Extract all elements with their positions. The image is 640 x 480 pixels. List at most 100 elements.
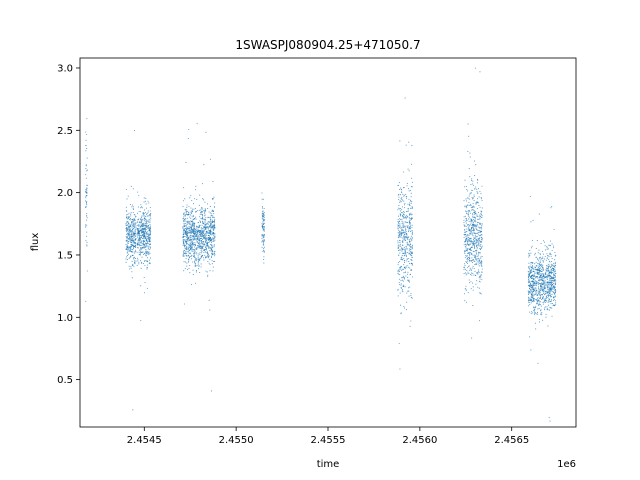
data-point — [550, 253, 552, 255]
data-point — [190, 220, 192, 222]
data-point — [411, 201, 413, 203]
data-point — [540, 301, 542, 303]
data-point — [137, 218, 139, 220]
data-point — [132, 239, 135, 241]
data-point — [548, 294, 550, 296]
data-point — [193, 236, 195, 239]
data-point — [555, 270, 557, 272]
data-point — [476, 198, 479, 200]
data-point — [465, 220, 467, 222]
data-point — [409, 231, 411, 233]
data-point — [141, 206, 143, 208]
data-point — [405, 254, 407, 256]
data-point — [201, 248, 203, 250]
data-point — [529, 270, 531, 273]
data-point — [471, 213, 474, 215]
data-point — [528, 292, 530, 294]
data-point — [405, 271, 407, 273]
data-point — [476, 228, 478, 230]
data-point — [398, 224, 400, 226]
data-point — [186, 214, 188, 216]
data-point — [190, 229, 192, 231]
data-point — [540, 287, 542, 289]
data-point — [199, 224, 201, 226]
data-point — [186, 229, 188, 231]
data-point — [143, 225, 145, 227]
data-point — [472, 259, 475, 261]
data-point — [263, 207, 265, 210]
data-point — [139, 225, 141, 227]
data-point — [532, 295, 534, 297]
data-point — [528, 284, 530, 286]
data-point — [539, 264, 541, 266]
data-point — [143, 253, 145, 255]
data-point — [477, 271, 479, 274]
data-point — [476, 240, 478, 242]
data-point — [470, 207, 472, 209]
data-point — [553, 271, 555, 273]
data-point — [188, 228, 190, 230]
data-point — [190, 255, 192, 257]
data-point — [464, 287, 466, 290]
data-point — [213, 240, 215, 242]
data-point — [480, 198, 482, 200]
data-point — [192, 214, 194, 216]
data-point — [189, 255, 191, 257]
data-point — [193, 226, 195, 228]
data-point — [142, 230, 144, 232]
data-point — [470, 251, 472, 254]
data-point — [468, 258, 470, 260]
data-point — [184, 267, 186, 270]
data-point — [539, 258, 541, 260]
data-point — [549, 282, 551, 284]
data-point — [212, 181, 214, 183]
data-point — [531, 300, 533, 302]
data-point — [142, 251, 144, 253]
data-point — [477, 240, 480, 242]
data-point — [398, 196, 400, 198]
data-point — [210, 239, 212, 241]
data-point — [477, 202, 479, 204]
data-point — [263, 227, 265, 229]
data-point — [473, 217, 476, 219]
data-point — [481, 265, 483, 267]
data-point — [465, 219, 467, 221]
data-point — [186, 249, 188, 251]
data-point — [545, 286, 547, 288]
data-point — [476, 182, 478, 184]
data-point — [401, 290, 403, 292]
data-point — [183, 244, 185, 246]
data-point — [212, 270, 214, 272]
data-point — [547, 267, 549, 269]
data-point — [127, 229, 129, 231]
data-point — [139, 236, 141, 238]
data-point — [203, 237, 205, 239]
data-point — [480, 213, 483, 215]
y-tick-label: 1.0 — [57, 313, 73, 324]
data-point — [183, 223, 185, 225]
data-point — [404, 253, 406, 255]
data-point — [402, 213, 405, 215]
data-point — [400, 247, 403, 249]
data-point — [402, 244, 404, 246]
data-point — [184, 245, 186, 247]
data-point — [189, 213, 191, 215]
data-point — [263, 228, 265, 230]
data-point — [194, 230, 196, 232]
data-point — [143, 292, 146, 294]
data-point — [534, 254, 536, 256]
data-point — [212, 210, 214, 212]
data-point — [130, 267, 132, 269]
data-point — [86, 201, 88, 203]
data-point — [398, 204, 400, 207]
data-point — [545, 259, 547, 261]
data-point — [538, 302, 540, 304]
data-point — [532, 219, 534, 221]
data-point — [131, 231, 133, 233]
data-point — [472, 232, 474, 234]
data-point — [472, 183, 474, 185]
data-point — [85, 174, 87, 176]
data-point — [86, 188, 88, 190]
data-point — [535, 292, 537, 294]
data-point — [473, 229, 475, 231]
